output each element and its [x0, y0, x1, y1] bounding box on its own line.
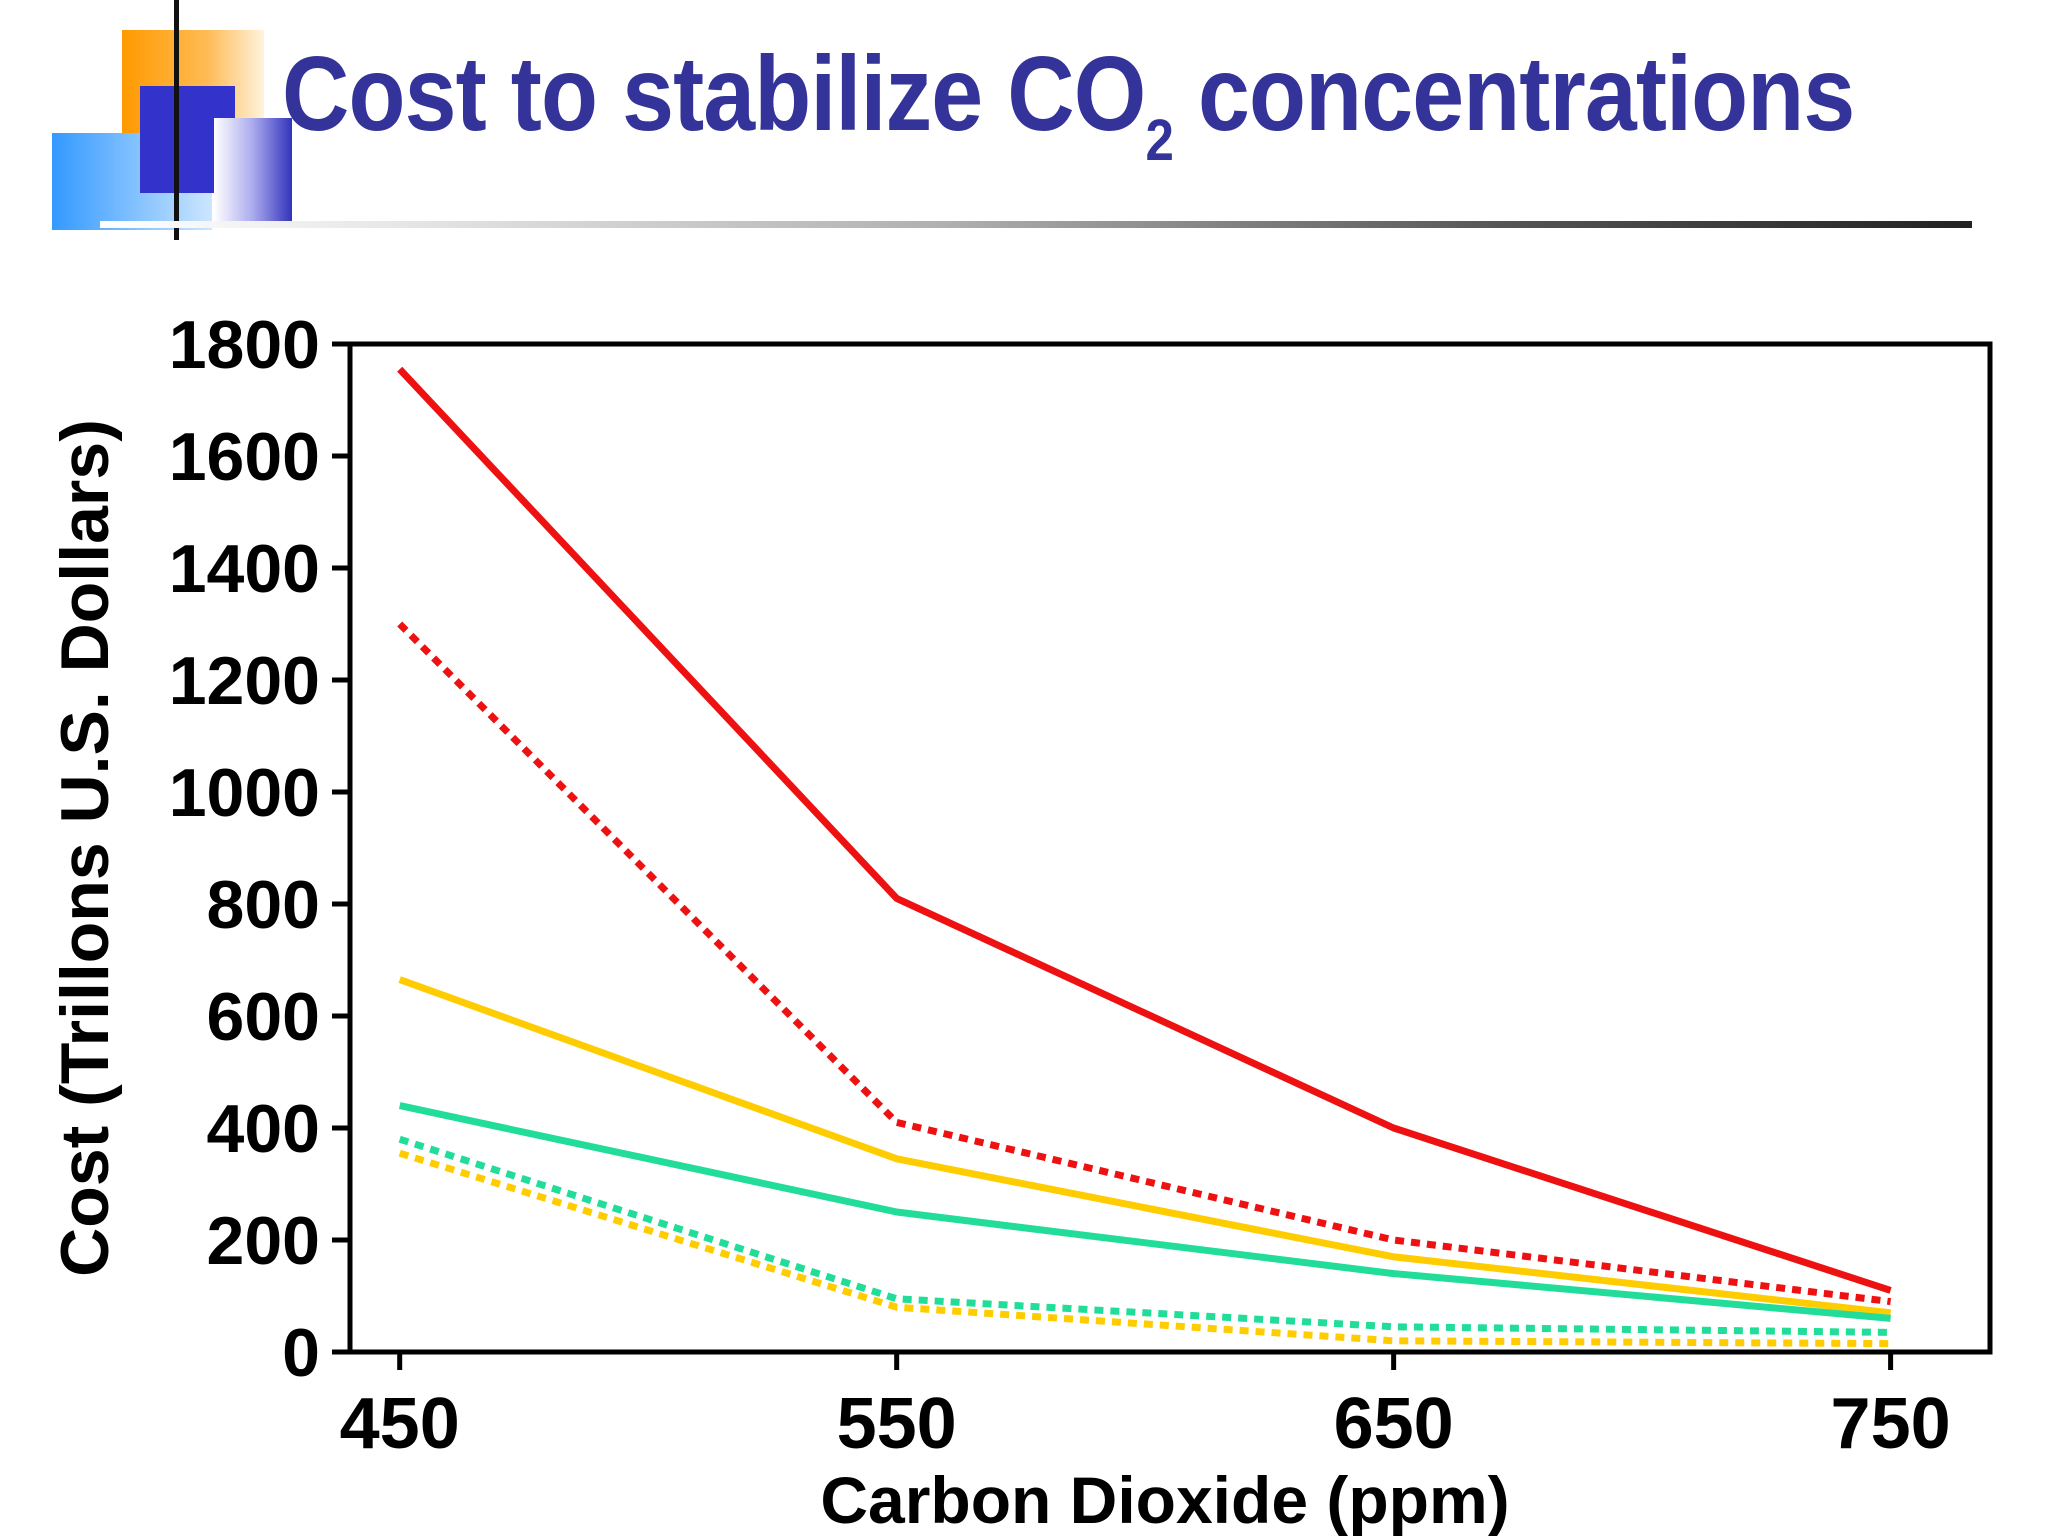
- y-tick-label: 200: [207, 1203, 320, 1279]
- x-tick-label: 650: [1334, 1384, 1454, 1464]
- logo-graphic: [52, 0, 292, 240]
- y-tick-label: 1600: [169, 419, 320, 495]
- y-tick-label: 1400: [169, 531, 320, 607]
- page-title: Cost to stabilize CO2 concentrations: [282, 34, 1855, 170]
- x-axis: 450 550 650 750: [340, 1352, 1951, 1464]
- series-line-1: [397, 366, 1892, 1294]
- title-divider: [100, 221, 1972, 228]
- x-tick-label: 450: [340, 1384, 460, 1464]
- series-line-2: [397, 621, 1892, 1306]
- x-tick-label: 750: [1831, 1384, 1951, 1464]
- y-tick-label: 0: [282, 1315, 320, 1391]
- y-tick-label: 1000: [169, 755, 320, 831]
- y-tick-label: 400: [207, 1091, 320, 1167]
- x-axis-label: Carbon Dioxide (ppm): [820, 1463, 1509, 1536]
- series-line-6: [398, 1149, 1891, 1348]
- series-line-3: [398, 976, 1891, 1317]
- title-rest: concentrations: [1172, 35, 1855, 153]
- y-tick-label: 1800: [169, 307, 320, 383]
- y-axis-label: Cost (Trillons U.S. Dollars): [47, 419, 123, 1277]
- series-line-5: [398, 1135, 1891, 1336]
- y-tick-label: 1200: [169, 643, 320, 719]
- series-line-4: [398, 1102, 1891, 1322]
- y-axis: 0 200 400 600 800 1000 1200 1400 1600 1800: [169, 307, 350, 1391]
- x-tick-label: 550: [837, 1384, 957, 1464]
- y-tick-label: 800: [207, 867, 320, 943]
- y-tick-label: 600: [207, 979, 320, 1055]
- title-main: Cost to stabilize CO: [282, 35, 1146, 153]
- series-layer: [397, 366, 1892, 1348]
- title-subscript: 2: [1145, 108, 1173, 173]
- plot-frame: [347, 341, 1993, 1355]
